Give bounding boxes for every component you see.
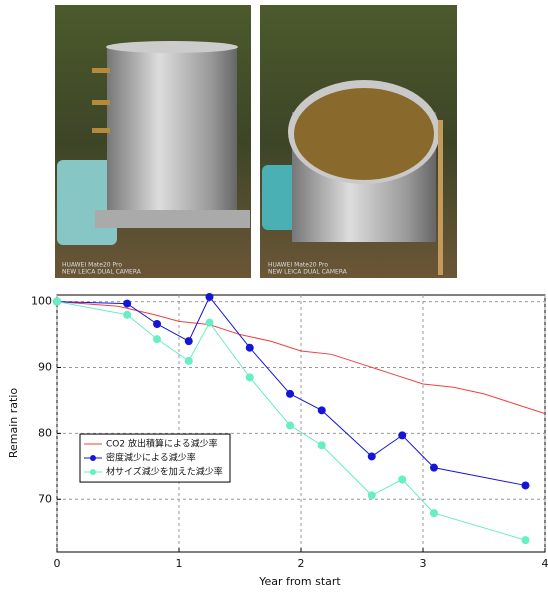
y-tick-label: 70 (38, 492, 52, 505)
data-point (123, 311, 131, 319)
x-tick-label: 4 (542, 557, 548, 570)
page: HUAWEI Mate20 Pro NEW LEICA DUAL CAMERA … (0, 0, 548, 599)
data-point (246, 344, 254, 352)
data-point (53, 298, 61, 306)
data-point (246, 373, 254, 381)
data-point (368, 491, 376, 499)
data-point (398, 476, 406, 484)
data-point (430, 509, 438, 517)
y-axis-label: Remain ratio (7, 388, 20, 459)
data-point (521, 481, 529, 489)
data-point (286, 390, 294, 398)
data-point (368, 452, 376, 460)
watermark: HUAWEI Mate20 Pro (268, 262, 328, 269)
data-point (206, 293, 214, 301)
watermark: NEW LEICA DUAL CAMERA (268, 269, 348, 276)
watermark: NEW LEICA DUAL CAMERA (62, 269, 142, 276)
data-point (521, 536, 529, 544)
watermark: HUAWEI Mate20 Pro (62, 262, 122, 269)
data-point (153, 335, 161, 343)
data-point (286, 421, 294, 429)
photo-right: HUAWEI Mate20 Pro NEW LEICA DUAL CAMERA (260, 5, 457, 278)
legend-label: 材サイズ減少を加えた減少率 (106, 466, 223, 478)
x-axis-label: Year from start (258, 575, 341, 588)
figure: HUAWEI Mate20 Pro NEW LEICA DUAL CAMERA … (0, 0, 548, 595)
data-point (318, 406, 326, 414)
photo-left: HUAWEI Mate20 Pro NEW LEICA DUAL CAMERA (55, 5, 251, 278)
legend-marker (90, 455, 96, 461)
x-tick-label: 0 (54, 557, 61, 570)
data-point (206, 319, 214, 327)
legend-label: CO2 放出積算による減少率 (106, 438, 218, 450)
y-tick-label: 90 (38, 360, 52, 373)
data-point (153, 320, 161, 328)
legend-label: 密度減少による減少率 (106, 452, 196, 464)
data-point (318, 441, 326, 449)
data-point (123, 300, 131, 308)
data-point (185, 357, 193, 365)
y-tick-label: 100 (31, 295, 52, 308)
x-tick-label: 1 (176, 557, 183, 570)
data-point (398, 431, 406, 439)
y-tick-label: 80 (38, 426, 52, 439)
data-point (430, 464, 438, 472)
x-tick-label: 2 (298, 557, 305, 570)
x-tick-label: 3 (420, 557, 427, 570)
legend-marker (90, 469, 96, 475)
data-point (185, 337, 193, 345)
